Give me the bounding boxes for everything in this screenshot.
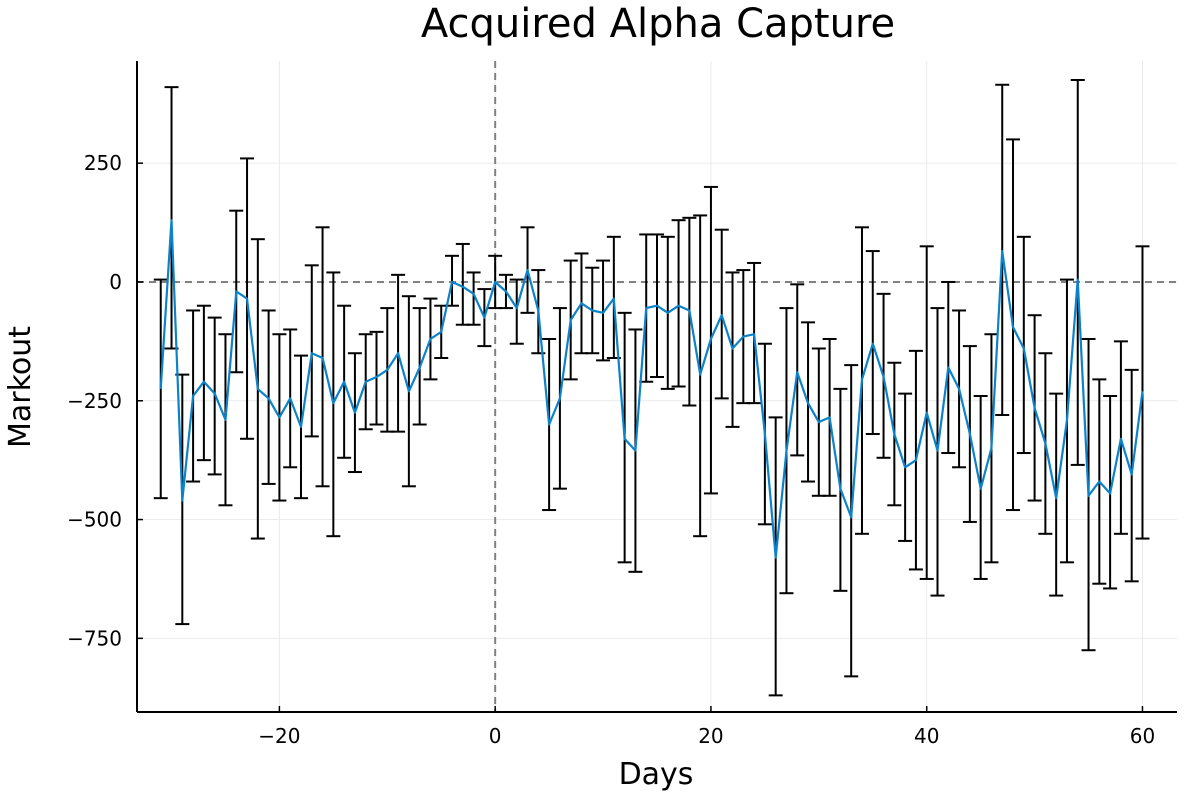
error-bar: [596, 259, 611, 362]
error-bar: [995, 83, 1010, 417]
error-bar: [671, 219, 686, 388]
error-bar: [714, 228, 729, 400]
y-tick-label: 250: [84, 151, 122, 175]
x-axis-label: Days: [619, 757, 694, 792]
error-bar: [790, 283, 805, 457]
error-bar: [725, 271, 740, 428]
error-bar: [865, 250, 880, 436]
y-axis-label: Markout: [3, 326, 38, 448]
error-bar: [1070, 79, 1085, 466]
error-bar: [326, 271, 341, 538]
x-tick-label: −20: [258, 724, 300, 748]
error-bar: [509, 278, 524, 345]
error-bar: [1113, 340, 1128, 535]
chart-title: Acquired Alpha Capture: [421, 1, 895, 47]
y-tick-label: −250: [67, 389, 122, 413]
x-tick-label: 60: [1130, 724, 1155, 748]
error-bar: [747, 261, 762, 405]
y-tick-label: −750: [67, 626, 122, 650]
x-tick-label: 0: [489, 724, 502, 748]
ticks: −20 0 20 40 60 250 0 −250 −500 −750: [67, 151, 1155, 748]
y-tick-label: 0: [109, 270, 122, 294]
error-bars: [153, 79, 1150, 697]
error-bar: [1016, 235, 1031, 455]
error-bar: [304, 264, 319, 438]
error-bar: [1124, 368, 1139, 583]
axes: [136, 61, 1177, 713]
error-bar: [930, 307, 945, 597]
y-tick-label: −500: [67, 508, 122, 532]
series: [159, 219, 1144, 559]
reference-lines: [137, 61, 1177, 712]
error-bar: [844, 364, 859, 678]
x-tick-label: 20: [698, 724, 723, 748]
series-line: [159, 219, 1144, 559]
error-bar: [445, 254, 460, 307]
x-tick-label: 40: [914, 724, 939, 748]
grid: [137, 61, 1177, 712]
error-bar: [606, 235, 621, 359]
error-bar: [693, 214, 708, 538]
error-bar: [466, 271, 481, 326]
